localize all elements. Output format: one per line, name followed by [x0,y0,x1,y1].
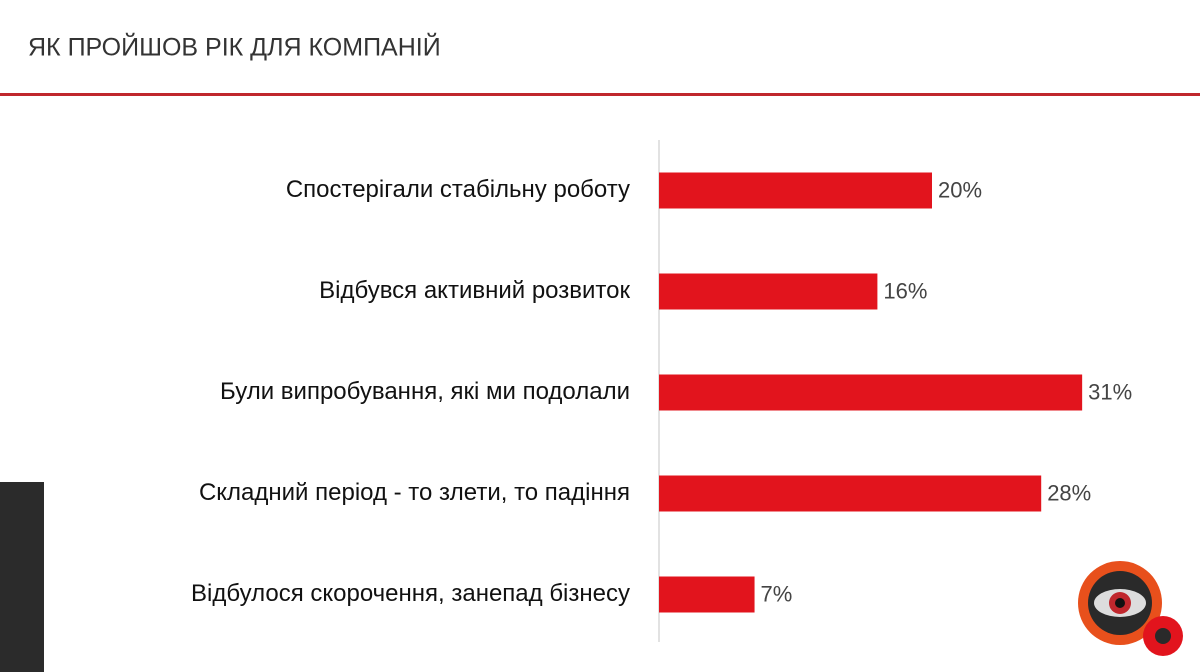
category-label: Складний період - то злети, то падіння [199,479,630,506]
bar [659,475,1042,512]
logo [1078,561,1183,656]
value-label: 31% [1088,379,1132,404]
bar [659,374,1083,411]
value-label: 20% [938,177,982,202]
category-label: Спостерігали стабільну роботу [286,176,630,203]
chart-title: ЯК ПРОЙШОВ РІК ДЛЯ КОМПАНІЙ [28,32,441,62]
bar [659,576,755,613]
value-label: 16% [883,278,927,303]
logo-pupil [1115,598,1125,608]
category-label: Відбулося скорочення, занепад бізнесу [191,580,630,607]
value-label: 7% [761,581,793,606]
bar [659,273,878,310]
category-label: Були випробування, які ми подолали [220,378,630,405]
category-label: Відбувся активний розвиток [319,277,630,304]
logo-small-eye [1155,628,1171,644]
bar [659,172,932,209]
side-panel [0,482,44,672]
plot: Спостерігали стабільну роботу 20% Відбувся… [191,172,1132,613]
title-rule [0,93,1200,96]
value-label: 28% [1047,480,1091,505]
